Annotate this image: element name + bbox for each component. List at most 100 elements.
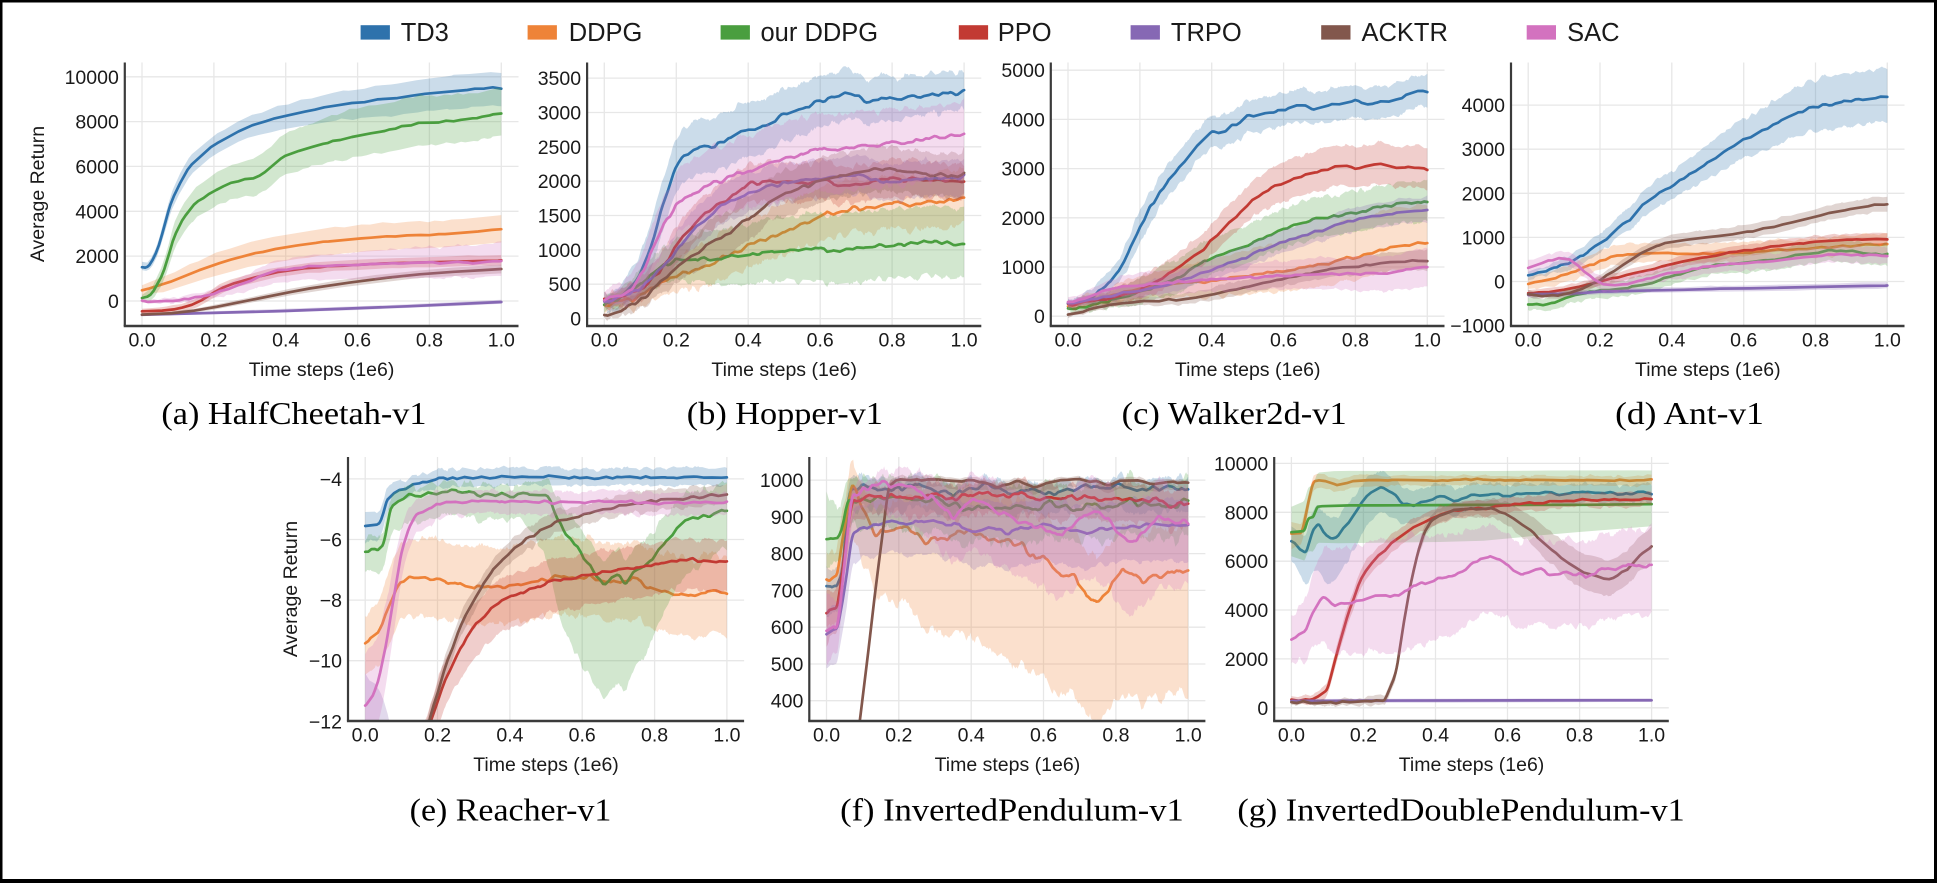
svg-text:4000: 4000 xyxy=(1001,109,1045,131)
svg-text:0: 0 xyxy=(1494,272,1505,294)
svg-text:(f) InvertedPendulum-v1: (f) InvertedPendulum-v1 xyxy=(840,793,1184,828)
svg-text:Average Return: Average Return xyxy=(27,126,49,262)
svg-text:6000: 6000 xyxy=(75,156,119,178)
svg-text:(a) HalfCheetah-v1: (a) HalfCheetah-v1 xyxy=(161,396,426,431)
svg-text:0: 0 xyxy=(1257,698,1268,720)
svg-text:3500: 3500 xyxy=(538,68,582,90)
svg-text:10000: 10000 xyxy=(1214,453,1268,475)
svg-text:1.0: 1.0 xyxy=(951,330,978,352)
svg-text:2000: 2000 xyxy=(75,246,119,268)
svg-text:0.4: 0.4 xyxy=(1658,330,1685,352)
svg-text:0.6: 0.6 xyxy=(807,330,834,352)
svg-text:−4: −4 xyxy=(320,469,342,491)
svg-text:−10: −10 xyxy=(309,651,342,673)
svg-text:PPO: PPO xyxy=(998,19,1052,47)
svg-text:1500: 1500 xyxy=(538,206,582,228)
svg-text:our DDPG: our DDPG xyxy=(761,19,879,47)
svg-text:0.6: 0.6 xyxy=(569,725,596,747)
svg-text:0.6: 0.6 xyxy=(1030,725,1057,747)
svg-text:1000: 1000 xyxy=(760,470,804,492)
svg-text:0.8: 0.8 xyxy=(1802,330,1829,352)
svg-text:0.0: 0.0 xyxy=(591,330,618,352)
svg-text:0.8: 0.8 xyxy=(1566,725,1593,747)
svg-text:0.4: 0.4 xyxy=(1198,330,1225,352)
svg-text:0: 0 xyxy=(108,291,119,313)
svg-text:−6: −6 xyxy=(320,530,342,552)
svg-text:3000: 3000 xyxy=(1001,159,1045,181)
svg-text:0.0: 0.0 xyxy=(1054,330,1081,352)
svg-text:0.8: 0.8 xyxy=(416,330,443,352)
svg-text:0.2: 0.2 xyxy=(1350,725,1377,747)
svg-text:2000: 2000 xyxy=(1225,649,1269,671)
svg-text:0.2: 0.2 xyxy=(885,725,912,747)
svg-text:800: 800 xyxy=(771,544,804,566)
svg-text:0.6: 0.6 xyxy=(344,330,371,352)
svg-text:4000: 4000 xyxy=(1462,95,1506,117)
svg-text:2000: 2000 xyxy=(1462,183,1506,205)
svg-text:0.6: 0.6 xyxy=(1270,330,1297,352)
svg-text:Time steps (1e6): Time steps (1e6) xyxy=(1635,359,1781,381)
svg-text:1.0: 1.0 xyxy=(1175,725,1202,747)
svg-text:400: 400 xyxy=(771,691,804,713)
svg-text:1.0: 1.0 xyxy=(488,330,515,352)
svg-text:0.0: 0.0 xyxy=(1515,330,1542,352)
svg-text:0.8: 0.8 xyxy=(1342,330,1369,352)
svg-text:0.2: 0.2 xyxy=(1586,330,1613,352)
svg-text:Average Return: Average Return xyxy=(280,521,302,657)
svg-text:0.0: 0.0 xyxy=(1278,725,1305,747)
svg-text:2000: 2000 xyxy=(1001,208,1045,230)
svg-text:0.2: 0.2 xyxy=(663,330,690,352)
svg-text:Time steps (1e6): Time steps (1e6) xyxy=(249,359,395,381)
svg-text:TD3: TD3 xyxy=(401,19,449,47)
svg-text:3000: 3000 xyxy=(1462,139,1506,161)
svg-text:0: 0 xyxy=(1034,306,1045,328)
svg-text:1.0: 1.0 xyxy=(1638,725,1665,747)
svg-text:Time steps (1e6): Time steps (1e6) xyxy=(1175,359,1321,381)
svg-text:1000: 1000 xyxy=(538,240,582,262)
svg-text:8000: 8000 xyxy=(1225,502,1269,524)
svg-text:0.4: 0.4 xyxy=(1422,725,1449,747)
svg-text:0.0: 0.0 xyxy=(128,330,155,352)
svg-text:500: 500 xyxy=(771,654,804,676)
svg-text:0.8: 0.8 xyxy=(1102,725,1129,747)
svg-text:0.2: 0.2 xyxy=(1126,330,1153,352)
svg-text:900: 900 xyxy=(771,507,804,529)
svg-text:10000: 10000 xyxy=(65,67,119,89)
svg-text:Time steps (1e6): Time steps (1e6) xyxy=(935,754,1081,776)
svg-text:−1000: −1000 xyxy=(1450,316,1505,338)
svg-text:DDPG: DDPG xyxy=(569,19,643,47)
svg-text:−12: −12 xyxy=(309,711,342,733)
svg-text:(g) InvertedDoublePendulum-v1: (g) InvertedDoublePendulum-v1 xyxy=(1237,793,1684,828)
svg-text:1.0: 1.0 xyxy=(1874,330,1901,352)
svg-text:600: 600 xyxy=(771,617,804,639)
svg-text:Time steps (1e6): Time steps (1e6) xyxy=(1399,754,1545,776)
svg-text:(e) Reacher-v1: (e) Reacher-v1 xyxy=(410,793,612,828)
svg-text:8000: 8000 xyxy=(75,112,119,134)
svg-text:6000: 6000 xyxy=(1225,551,1269,573)
svg-text:(d) Ant-v1: (d) Ant-v1 xyxy=(1615,396,1764,431)
svg-text:(b) Hopper-v1: (b) Hopper-v1 xyxy=(687,396,883,431)
svg-text:0.0: 0.0 xyxy=(352,725,379,747)
svg-text:4000: 4000 xyxy=(1225,600,1269,622)
svg-text:(c) Walker2d-v1: (c) Walker2d-v1 xyxy=(1122,396,1347,431)
svg-text:0.4: 0.4 xyxy=(735,330,762,352)
svg-text:3000: 3000 xyxy=(538,103,582,125)
svg-text:0.6: 0.6 xyxy=(1494,725,1521,747)
svg-text:Time steps (1e6): Time steps (1e6) xyxy=(711,359,857,381)
svg-text:2500: 2500 xyxy=(538,137,582,159)
svg-text:0.6: 0.6 xyxy=(1730,330,1757,352)
svg-text:ACKTR: ACKTR xyxy=(1362,19,1448,47)
svg-text:0.4: 0.4 xyxy=(958,725,985,747)
svg-text:1.0: 1.0 xyxy=(1414,330,1441,352)
svg-text:0.2: 0.2 xyxy=(200,330,227,352)
svg-text:1000: 1000 xyxy=(1001,257,1045,279)
svg-text:TRPO: TRPO xyxy=(1171,19,1242,47)
svg-text:SAC: SAC xyxy=(1567,19,1619,47)
svg-text:1000: 1000 xyxy=(1462,227,1506,249)
svg-text:0: 0 xyxy=(570,309,581,331)
svg-text:0.8: 0.8 xyxy=(641,725,668,747)
svg-text:0.2: 0.2 xyxy=(424,725,451,747)
svg-text:0.0: 0.0 xyxy=(813,725,840,747)
svg-text:Time steps (1e6): Time steps (1e6) xyxy=(473,754,619,776)
svg-text:2000: 2000 xyxy=(538,171,582,193)
